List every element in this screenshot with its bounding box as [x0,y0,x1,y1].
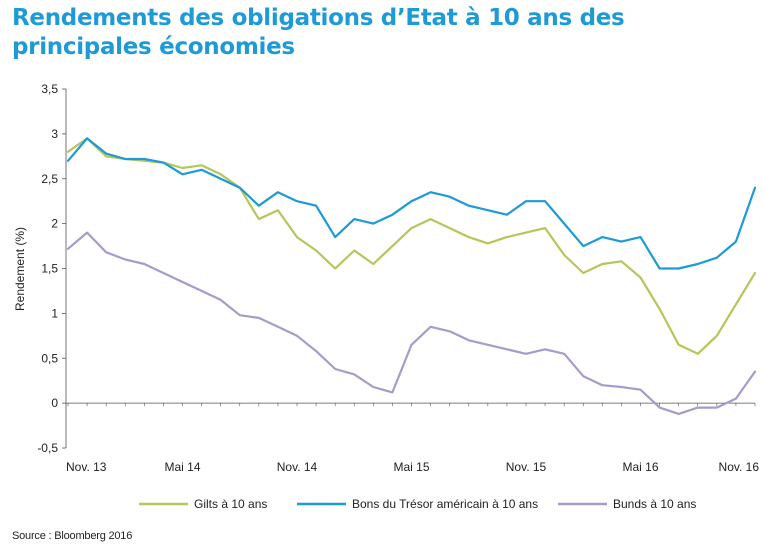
chart-title-line-2: principales économies [12,34,295,60]
y-tick-label: 2,5 [41,172,58,186]
x-tick-label: Nov. 14 [277,460,318,474]
legend: Gilts à 10 ans Bons du Trésor américain à… [139,497,696,511]
y-tick-label: 0 [51,396,58,410]
y-tick-label: -0,5 [37,441,58,455]
chart-title: Rendements des obligations d’Etat à 10 a… [12,4,752,62]
y-tick-label: 1,5 [41,262,58,276]
legend-label-2: Bons du Trésor américain à 10 ans [352,497,538,511]
chart-title-line-1: Rendements des obligations d’Etat à 10 a… [12,5,625,31]
y-tick-label: 3 [51,127,58,141]
axis-layer: -0,5 0 0,5 1 1,5 2 2,5 3 3,5 Nov. 13 Mai 14 Nov. 14… [13,82,759,474]
series-layer [66,137,757,415]
legend-label-1: Gilts à 10 ans [194,497,267,511]
legend-label-3: Bunds à 10 ans [613,497,696,511]
x-tick-label: Mai 16 [622,460,658,474]
x-tick-label: Nov. 16 [719,460,760,474]
x-tick-label: Mai 14 [164,460,200,474]
x-tick-label: Nov. 13 [66,460,107,474]
y-tick-label: 2 [51,217,58,231]
series-line-3 [66,231,757,415]
source-note: Source : Bloomberg 2016 [12,530,133,542]
series-line-1 [66,137,757,355]
y-tick-label: 0,5 [41,351,58,365]
series-line-2 [66,137,757,270]
y-axis-title: Rendement (%) [13,227,27,311]
y-tick-label: 3,5 [41,82,58,96]
x-tick-label: Mai 15 [393,460,429,474]
y-tick-label: 1 [51,306,58,320]
x-tick-label: Nov. 15 [506,460,547,474]
